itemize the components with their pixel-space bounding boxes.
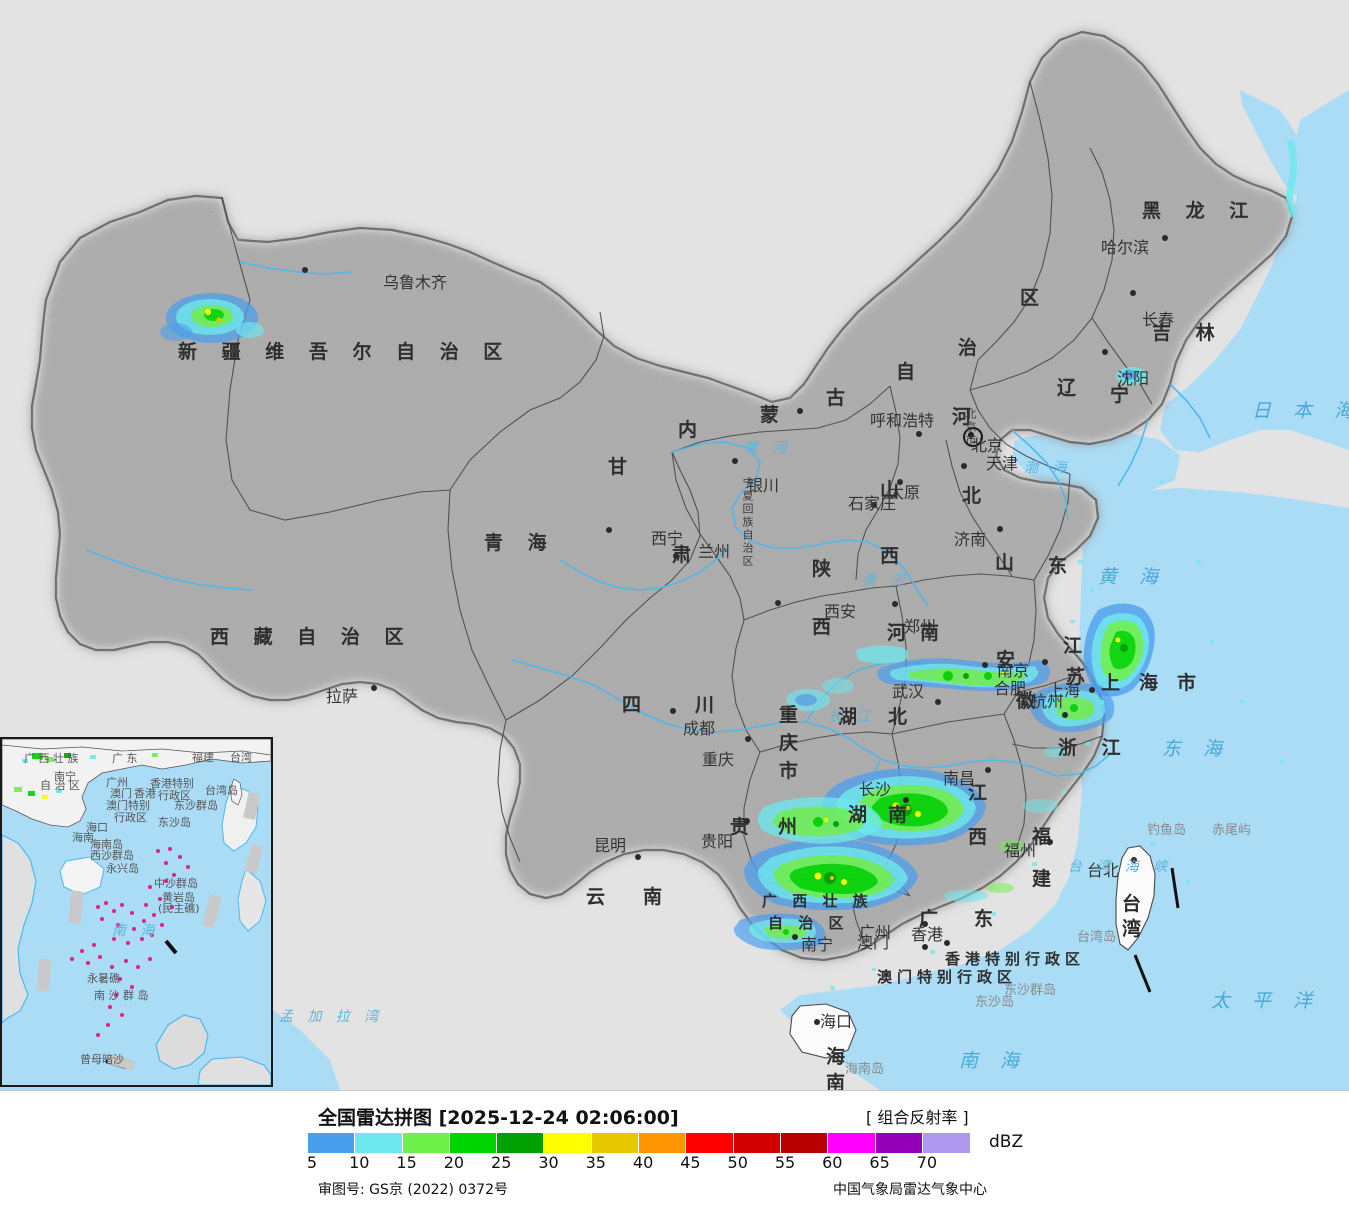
- dbz-tick-20: 20: [443, 1153, 465, 1172]
- city-dot-杭州: [1062, 712, 1068, 718]
- city-dot-昆明: [635, 854, 641, 860]
- dbz-swatch-70: [922, 1133, 971, 1153]
- legend-footer: 全国雷达拼图 [2025-12-24 02:06:00] [ 组合反射率 ] d…: [0, 1090, 1349, 1208]
- dbz-swatch-5: [308, 1133, 356, 1153]
- radar-echo-layer: [160, 138, 1298, 990]
- dbz-color-bar: [308, 1133, 971, 1153]
- dbz-tick-5: 5: [306, 1153, 318, 1172]
- city-dot-乌鲁木齐: [302, 267, 308, 273]
- dbz-swatch-35: [591, 1133, 640, 1153]
- city-dot-银川: [732, 458, 738, 464]
- dbz-swatch-40: [639, 1133, 687, 1153]
- dbz-swatch-15: [402, 1133, 450, 1153]
- city-dot-南昌: [985, 767, 991, 773]
- city-dot-济南: [997, 526, 1003, 532]
- dbz-tick-40: 40: [632, 1153, 654, 1172]
- footer-title: 全国雷达拼图 [2025-12-24 02:06:00]: [318, 1107, 679, 1129]
- city-dot-福州: [1047, 839, 1053, 845]
- city-dot-西宁: [606, 527, 612, 533]
- city-dot-石家庄: [897, 479, 903, 485]
- dbz-tick-65: 65: [869, 1153, 890, 1172]
- city-dot-南京: [1042, 659, 1048, 665]
- dbz-swatch-60: [828, 1133, 876, 1153]
- city-dot-上海: [1089, 687, 1095, 693]
- city-dot-长沙: [903, 797, 909, 803]
- dbz-swatch-55: [780, 1133, 829, 1153]
- city-dot-武汉: [935, 699, 941, 705]
- city-dot-成都: [670, 708, 676, 714]
- dbz-tick-labels: 5 10 15 20 25 30 35 40 45 50 55 60 65 70: [306, 1153, 1008, 1175]
- dbz-tick-70: 70: [916, 1153, 938, 1172]
- product-mode-label: [ 组合反射率 ]: [866, 1108, 969, 1127]
- city-dot-北京: [916, 431, 922, 437]
- map-geometry: [0, 30, 1349, 1090]
- city-dot-长春: [1130, 290, 1136, 296]
- south-china-sea-inset[interactable]: 广 西 壮 族自 治 区南宁广 东广州 香港特别 行政区 澳门特别 行政区 香港 澳门 福建台…: [0, 737, 273, 1087]
- city-dot-西安: [775, 600, 781, 606]
- dbz-tick-15: 15: [396, 1153, 417, 1172]
- city-dot-贵阳: [744, 818, 750, 824]
- dbz-swatch-25: [497, 1133, 545, 1153]
- map-approval-number: 审图号: GS京 (2022) 0372号: [318, 1182, 508, 1198]
- inset-geometry: [2, 739, 271, 1085]
- city-dot-呼和浩特: [797, 408, 803, 414]
- city-dot-香港: [944, 940, 950, 946]
- city-dot-沈阳: [1102, 349, 1108, 355]
- city-dot-太原: [871, 502, 877, 508]
- dbz-swatch-65: [875, 1133, 923, 1153]
- city-dot-重庆: [745, 736, 751, 742]
- map-canvas[interactable]: 乌鲁木齐 拉萨 哈尔滨 长春 沈阳 呼和浩特 银川 西宁 兰州 西安 太原 石家庄 北京 天津 济南 郑州 合肥…: [0, 0, 1349, 1090]
- city-dot-拉萨: [371, 685, 377, 691]
- dbz-tick-10: 10: [349, 1153, 370, 1172]
- city-dot-海口: [814, 1019, 820, 1025]
- city-dot-哈尔滨: [1162, 235, 1168, 241]
- city-dot-广州: [922, 921, 928, 927]
- dbz-tick-45: 45: [680, 1153, 701, 1172]
- city-dot-南宁: [792, 934, 798, 940]
- city-dot-合肥: [982, 662, 988, 668]
- dbz-swatch-45: [686, 1133, 734, 1153]
- dbz-tick-60: 60: [822, 1153, 843, 1172]
- dbz-unit-label: dBZ: [989, 1132, 1024, 1152]
- dbz-swatch-50: [733, 1133, 781, 1153]
- dbz-swatch-30: [544, 1133, 592, 1153]
- dbz-tick-30: 30: [538, 1153, 559, 1172]
- dbz-tick-25: 25: [491, 1153, 512, 1172]
- dbz-swatch-20: [449, 1133, 498, 1153]
- data-source-label: 中国气象局雷达气象中心: [833, 1182, 987, 1198]
- dbz-swatch-10: [355, 1133, 403, 1153]
- city-dot-郑州: [892, 601, 898, 607]
- dbz-tick-50: 50: [727, 1153, 748, 1172]
- dbz-tick-35: 35: [585, 1153, 606, 1172]
- dbz-tick-55: 55: [774, 1153, 796, 1172]
- city-dot-台北: [1131, 857, 1137, 863]
- city-dot-天津: [961, 463, 967, 469]
- capital-marker-beijing: [963, 427, 983, 447]
- city-dot-兰州: [673, 553, 679, 559]
- city-dot-澳门: [922, 944, 928, 950]
